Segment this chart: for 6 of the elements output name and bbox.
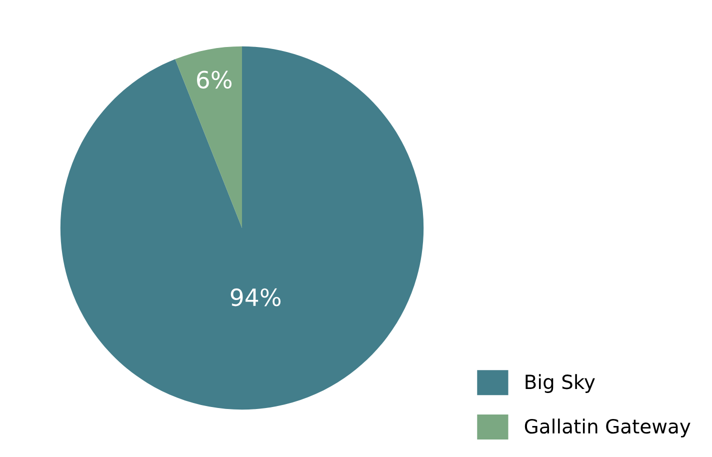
pie-slice bbox=[60, 46, 424, 410]
legend-label: Gallatin Gateway bbox=[524, 418, 690, 438]
data-label: 94% bbox=[230, 288, 281, 306]
data-label: 6% bbox=[197, 70, 232, 89]
pie-slice bbox=[175, 46, 242, 228]
legend-label: Big Sky bbox=[526, 374, 595, 393]
